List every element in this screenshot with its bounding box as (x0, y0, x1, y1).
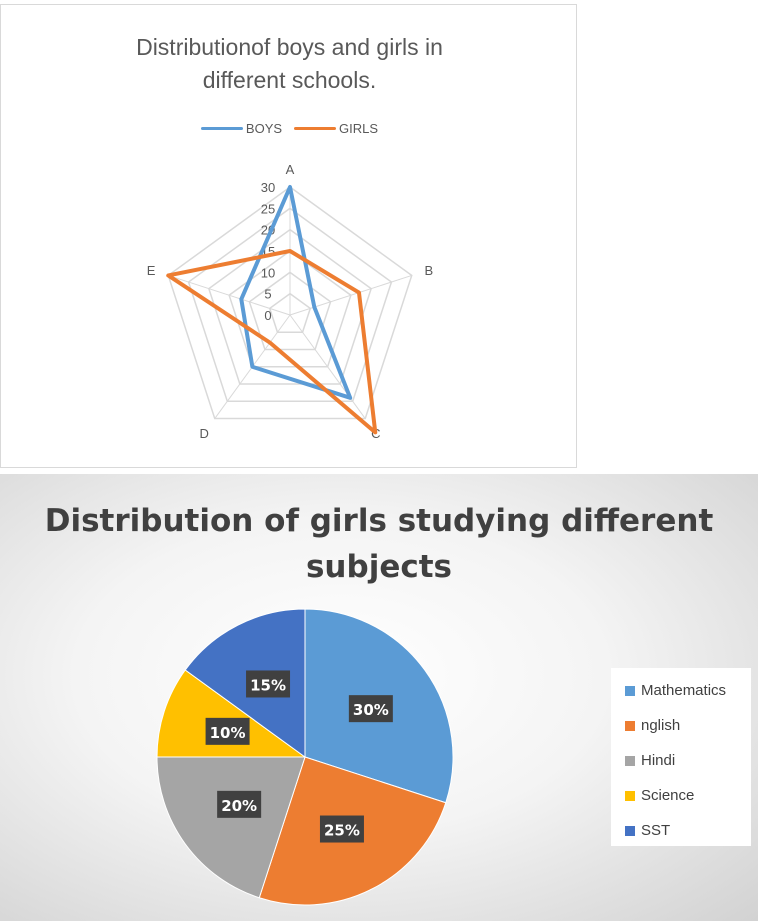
radar-category-label: E (147, 263, 156, 278)
pie-data-label-text: 15% (250, 676, 286, 694)
pie-slice-hindi (156, 756, 306, 899)
legend-swatch-sst (625, 825, 635, 836)
pie-data-label-text: 25% (324, 822, 360, 840)
legend-swatch-science (625, 790, 635, 801)
pie-chart: 30% 25% 20% 10% 15% (156, 608, 454, 906)
legend-line-girls (294, 127, 337, 130)
pie-data-label-box (246, 670, 291, 698)
legend-entry-girls: GIRLS (294, 121, 378, 136)
radar-legend: BOYS GIRLS (1, 121, 578, 136)
legend-label-science: Science (641, 787, 695, 804)
pie-data-label: 15% (246, 670, 291, 698)
pie-data-label: 20% (217, 790, 262, 818)
radar-gridline (207, 228, 373, 385)
pie-data-label-box (205, 717, 250, 745)
pie-data-label-box (319, 815, 364, 843)
radar-gridline (248, 271, 332, 351)
pie-legend-item-english: nglish (625, 708, 751, 743)
pie-slice-science (156, 669, 307, 758)
legend-swatch-mathematics (625, 685, 635, 696)
radar-gridline (167, 186, 413, 420)
pie-legend-item-science: Science (625, 778, 751, 813)
legend-label-boys: BOYS (245, 121, 283, 136)
radar-spoke (168, 274, 291, 316)
legend-label-sst: SST (641, 822, 671, 839)
legend-label-english: nglish (641, 717, 681, 734)
legend-swatch-english (625, 720, 635, 731)
radar-category-label: B (425, 263, 434, 278)
radar-series-boys (239, 185, 353, 400)
pie-chart-panel: Distribution of girls studying different… (0, 474, 758, 921)
radar-chart-panel: A B C D E 0 5 10 15 20 25 30 Distributionof boys an… (0, 4, 577, 468)
pie-chart-title: Distribution of girls studying different… (44, 503, 714, 585)
legend-label-hindi: Hindi (641, 752, 676, 769)
pie-data-label: 25% (319, 815, 364, 843)
pie-data-label-text: 10% (210, 724, 246, 742)
radar-gridline (268, 292, 312, 334)
pie-legend-item-hindi: Hindi (625, 743, 751, 778)
pie-data-label-box (217, 790, 262, 818)
radar-series-girls (166, 249, 378, 435)
pie-slice-sst (184, 608, 306, 758)
legend-entry-boys: BOYS (200, 121, 283, 136)
legend-swatch-hindi (625, 755, 635, 766)
radar-tick-label: 10 (261, 265, 275, 280)
radar-category-label: A (286, 162, 295, 177)
legend-label-mathematics: Mathematics (641, 682, 727, 699)
radar-category-label: D (199, 426, 208, 441)
pie-data-label-text: 30% (353, 701, 389, 719)
pie-legend-item-sst: SST (625, 813, 751, 848)
radar-tick-label: 0 (264, 308, 271, 323)
pie-data-label-box (348, 695, 393, 723)
pie-data-label: 30% (348, 695, 393, 723)
radar-chart-title: Distributionof boys and girls in differe… (136, 34, 443, 93)
pie-legend: Mathematics nglish Hindi Science SST (611, 668, 751, 846)
radar-tick-label: 5 (264, 287, 271, 302)
radar-gridline (228, 250, 352, 368)
radar-tick-label: 25 (261, 201, 275, 216)
radar-spoke (289, 314, 366, 419)
legend-line-boys (200, 127, 243, 130)
pie-data-label-text: 20% (221, 797, 257, 815)
pie-legend-item-mathematics: Mathematics (625, 673, 751, 708)
radar-spoke (289, 274, 412, 316)
pie-data-label: 10% (205, 717, 250, 745)
radar-tick-label: 30 (261, 180, 275, 195)
legend-label-girls: GIRLS (339, 121, 379, 136)
radar-grid (167, 186, 413, 420)
